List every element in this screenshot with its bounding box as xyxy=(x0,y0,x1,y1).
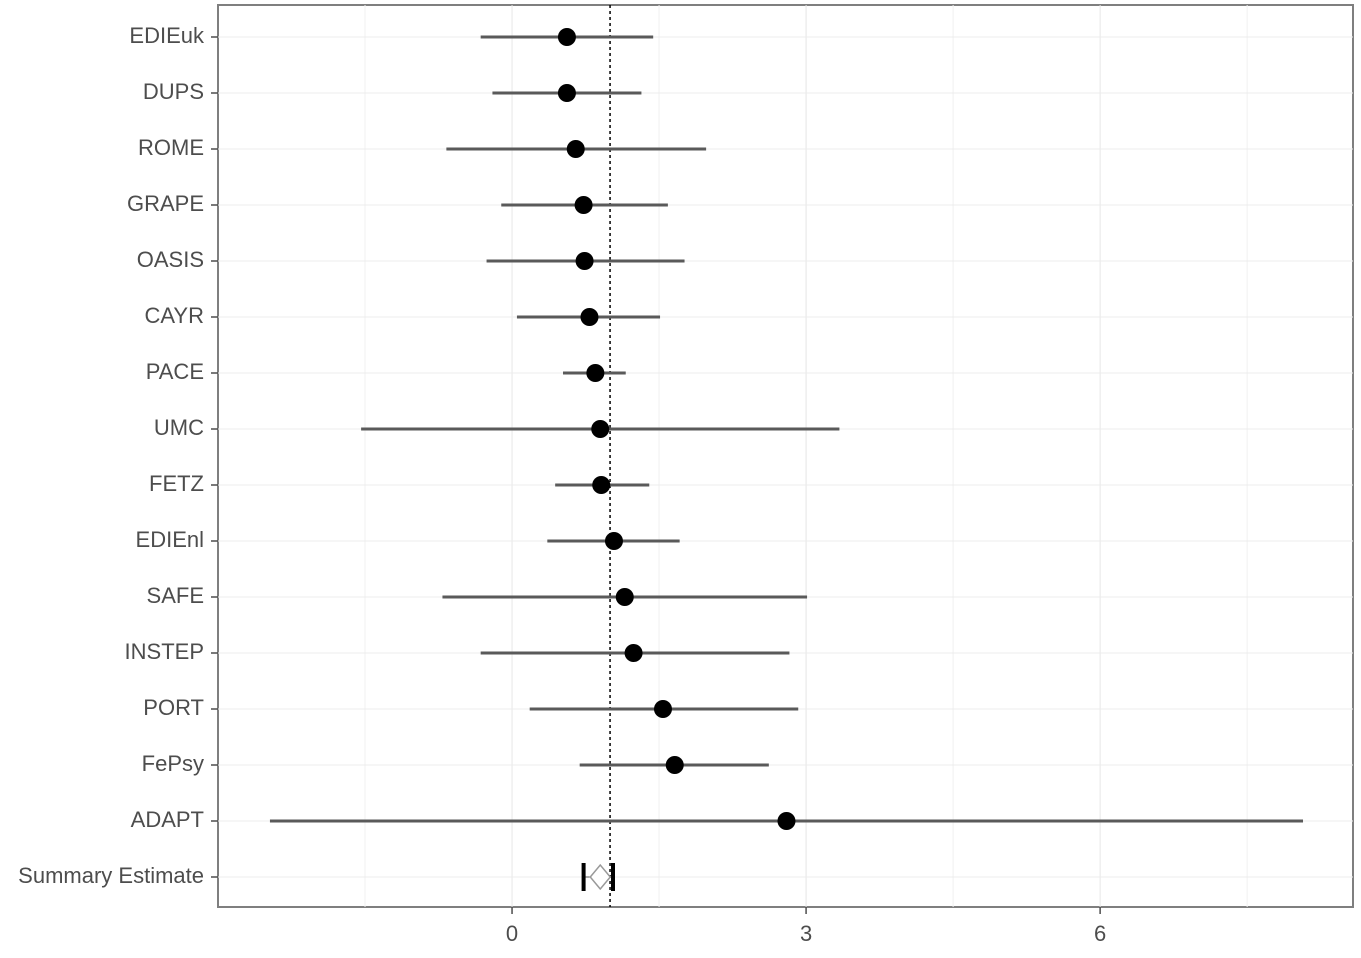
y-tick-label: SAFE xyxy=(147,583,204,608)
y-tick-label: CAYR xyxy=(145,303,205,328)
x-tick-label: 6 xyxy=(1094,921,1106,946)
estimate-point xyxy=(592,476,611,494)
estimate-point xyxy=(586,364,605,382)
y-tick-label: UMC xyxy=(154,415,204,440)
y-tick-label: FETZ xyxy=(149,471,204,496)
estimate-point xyxy=(566,140,585,158)
estimate-point xyxy=(624,644,643,662)
y-tick-label: OASIS xyxy=(137,247,204,272)
estimate-point xyxy=(665,756,684,774)
estimate-point xyxy=(591,420,610,438)
y-tick-label: EDIEuk xyxy=(129,23,205,48)
y-tick-label: DUPS xyxy=(143,79,204,104)
estimate-point xyxy=(557,28,576,46)
estimate-point xyxy=(615,588,634,606)
x-tick-label: 3 xyxy=(800,921,812,946)
y-tick-label: FePsy xyxy=(142,751,204,776)
estimate-point xyxy=(777,812,796,830)
y-tick-label: PORT xyxy=(143,695,204,720)
estimate-point xyxy=(574,196,593,214)
y-tick-label: ADAPT xyxy=(131,807,204,832)
x-tick-label: 0 xyxy=(506,921,518,946)
panel xyxy=(217,4,1354,908)
estimate-point xyxy=(580,308,599,326)
estimate-point xyxy=(653,700,672,718)
y-tick-label: INSTEP xyxy=(125,639,204,664)
y-tick-label: PACE xyxy=(146,359,204,384)
summary-diamond xyxy=(589,863,612,891)
y-tick-label: EDIEnl xyxy=(136,527,204,552)
y-tick-label: Summary Estimate xyxy=(18,863,204,888)
estimate-point xyxy=(604,532,623,550)
estimate-point xyxy=(557,84,576,102)
y-tick-label: GRAPE xyxy=(127,191,204,216)
estimate-point xyxy=(575,252,594,270)
y-tick-label: ROME xyxy=(138,135,204,160)
